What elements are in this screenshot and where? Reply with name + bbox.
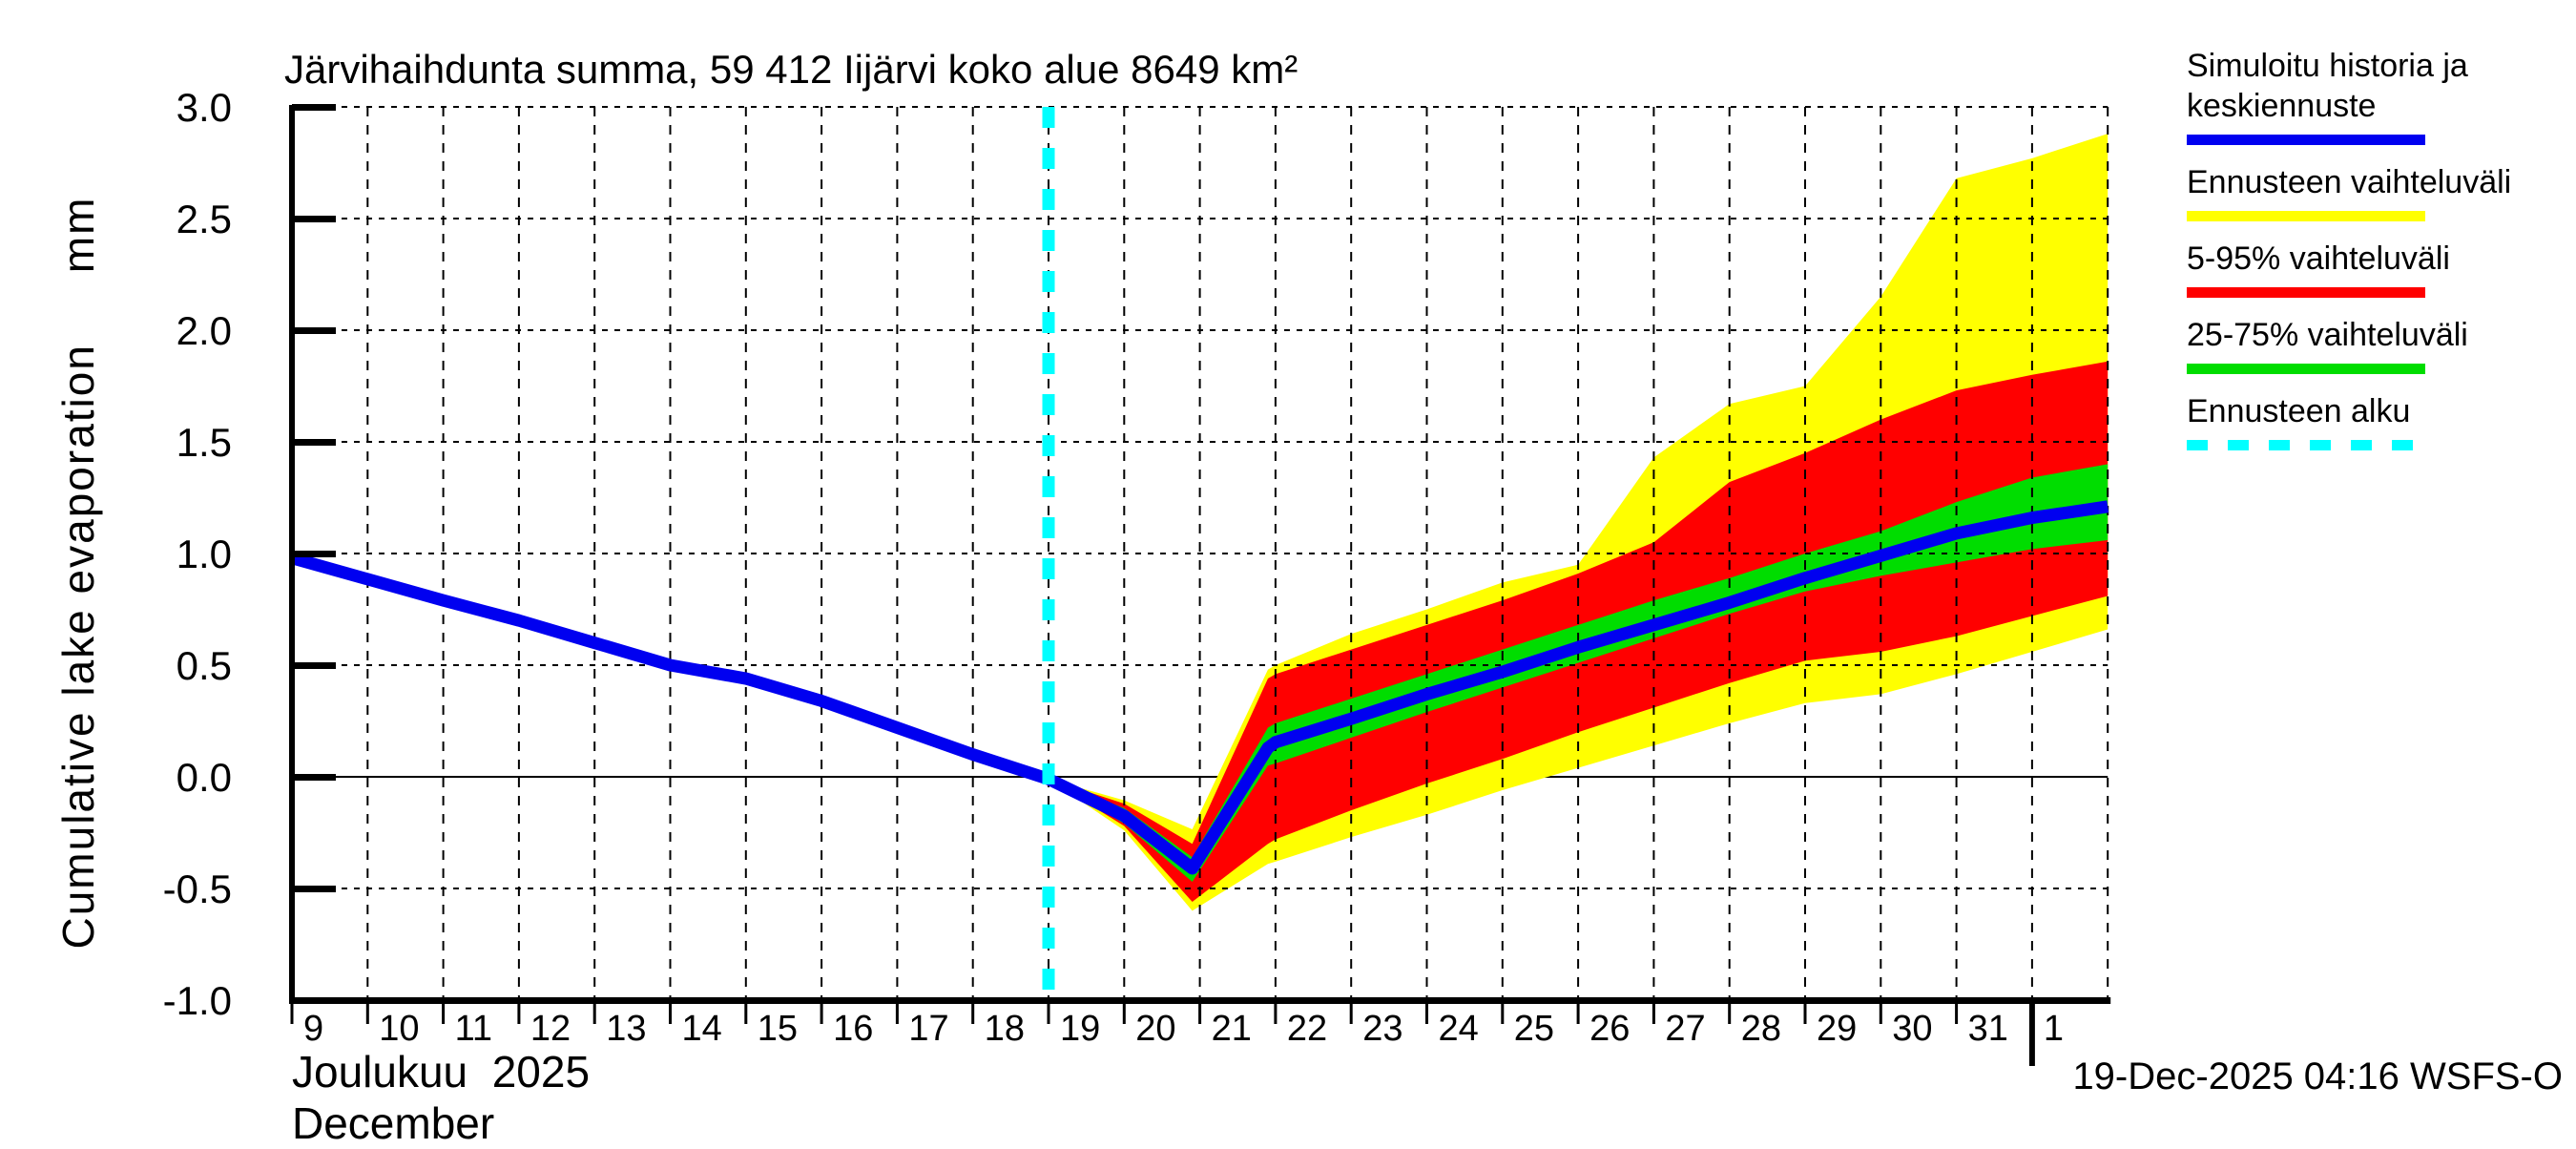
- x-tick-mark: [1425, 1003, 1428, 1024]
- x-tick-label: 20: [1135, 1009, 1175, 1049]
- y-tick-mark: [292, 886, 336, 892]
- x-tick-mark: [669, 1003, 672, 1024]
- x-axis-month-label-finnish: Joulukuu 2025: [292, 1047, 591, 1097]
- y-tick-mark: [292, 662, 336, 669]
- y-tick-mark: [292, 327, 336, 334]
- x-tick-mark: [1728, 1003, 1732, 1024]
- x-tick-label: 9: [303, 1009, 323, 1049]
- x-tick-label: 16: [833, 1009, 873, 1049]
- y-tick-label: -1.0: [163, 978, 232, 1023]
- x-tick-label: 19: [1060, 1009, 1100, 1049]
- x-tick-label: 30: [1892, 1009, 1932, 1049]
- legend-swatch-cyan-dashed-line: [2187, 440, 2425, 450]
- x-tick-mark: [1198, 1003, 1202, 1024]
- x-tick-mark: [1576, 1003, 1580, 1024]
- x-tick-label: 14: [682, 1009, 722, 1049]
- y-tick-label: 1.0: [177, 532, 232, 576]
- x-tick-label: 13: [606, 1009, 646, 1049]
- y-tick-label: 2.5: [177, 197, 232, 241]
- x-tick-mark: [1955, 1003, 1959, 1024]
- x-tick-label: 31: [1968, 1009, 2008, 1049]
- x-tick-label: 26: [1589, 1009, 1630, 1049]
- legend-label: 5-95% vaihteluväli: [2187, 240, 2450, 277]
- x-tick-label: 25: [1514, 1009, 1554, 1049]
- x-tick-label: 11: [455, 1009, 492, 1049]
- x-tick-label: 28: [1741, 1009, 1781, 1049]
- x-tick-label: 1: [2044, 1009, 2064, 1049]
- y-tick-label: 0.5: [177, 643, 232, 688]
- x-tick-mark: [592, 1003, 596, 1024]
- legend-item-25-75: 25-75% vaihteluväli: [2187, 315, 2568, 374]
- legend-item-forecast-start: Ennusteen alku: [2187, 391, 2568, 450]
- x-tick-mark: [971, 1003, 975, 1024]
- x-tick-label: 21: [1212, 1009, 1252, 1049]
- x-tick-mark: [1122, 1003, 1126, 1024]
- legend-item-history: Simuloitu historia ja keskiennuste: [2187, 46, 2568, 145]
- x-tick-label: 10: [379, 1009, 419, 1049]
- x-tick-label: 12: [530, 1009, 571, 1049]
- legend-swatch-red-line: [2187, 287, 2425, 298]
- x-tick-mark: [517, 1003, 521, 1024]
- x-tick-mark: [1803, 1003, 1807, 1024]
- legend-item-5-95: 5-95% vaihteluväli: [2187, 239, 2568, 298]
- x-tick-mark: [442, 1003, 446, 1024]
- x-tick-label: 23: [1362, 1009, 1402, 1049]
- y-tick-mark: [292, 439, 336, 446]
- x-tick-label: 24: [1439, 1009, 1479, 1049]
- y-tick-mark: [292, 774, 336, 781]
- x-tick-label: 29: [1817, 1009, 1857, 1049]
- x-tick-label: 27: [1665, 1009, 1705, 1049]
- x-tick-mark: [1652, 1003, 1655, 1024]
- y-tick-label: 2.0: [177, 308, 232, 353]
- timestamp-watermark: 19-Dec-2025 04:16 WSFS-O: [2072, 1055, 2563, 1097]
- x-tick-label: 18: [985, 1009, 1025, 1049]
- x-tick-mark: [820, 1003, 823, 1024]
- y-tick-label: 3.0: [177, 85, 232, 130]
- x-tick-mark: [1349, 1003, 1353, 1024]
- x-tick-mark: [744, 1003, 748, 1024]
- y-tick-mark: [292, 551, 336, 557]
- month-boundary-tick: [2028, 1003, 2035, 1066]
- legend: Simuloitu historia ja keskiennuste Ennus…: [2187, 46, 2568, 468]
- x-axis-line: [289, 997, 2111, 1004]
- legend-label: Ennusteen alku: [2187, 393, 2411, 429]
- x-tick-mark: [895, 1003, 899, 1024]
- x-tick-mark: [1047, 1003, 1050, 1024]
- chart-title: Järvihaihdunta summa, 59 412 Iijärvi kok…: [284, 47, 1298, 92]
- legend-swatch-green-line: [2187, 364, 2425, 374]
- x-tick-mark: [365, 1003, 369, 1024]
- x-tick-label: 22: [1287, 1009, 1327, 1049]
- x-axis-month-label-english: December: [292, 1098, 495, 1148]
- legend-label: Ennusteen vaihteluväli: [2187, 164, 2512, 200]
- y-tick-mark: [292, 216, 336, 222]
- y-tick-mark: [292, 997, 336, 1004]
- x-tick-mark: [290, 1003, 294, 1024]
- y-tick-mark: [292, 104, 336, 111]
- legend-label: Simuloitu historia ja keskiennuste: [2187, 48, 2468, 124]
- legend-swatch-yellow-line: [2187, 211, 2425, 221]
- legend-item-forecast-range: Ennusteen vaihteluväli: [2187, 162, 2568, 221]
- x-tick-label: 15: [758, 1009, 798, 1049]
- y-axis-label: Cumulative lake evaporation mm: [53, 196, 103, 950]
- legend-swatch-blue-line: [2187, 135, 2425, 145]
- y-tick-label: -0.5: [163, 867, 232, 911]
- x-tick-mark: [1274, 1003, 1278, 1024]
- y-tick-label: 0.0: [177, 755, 232, 800]
- x-tick-mark: [1501, 1003, 1505, 1024]
- legend-label: 25-75% vaihteluväli: [2187, 317, 2468, 353]
- history-and-median-forecast-line: [290, 500, 2109, 875]
- x-tick-label: 17: [908, 1009, 948, 1049]
- y-tick-label: 1.5: [177, 420, 232, 465]
- x-tick-mark: [1879, 1003, 1882, 1024]
